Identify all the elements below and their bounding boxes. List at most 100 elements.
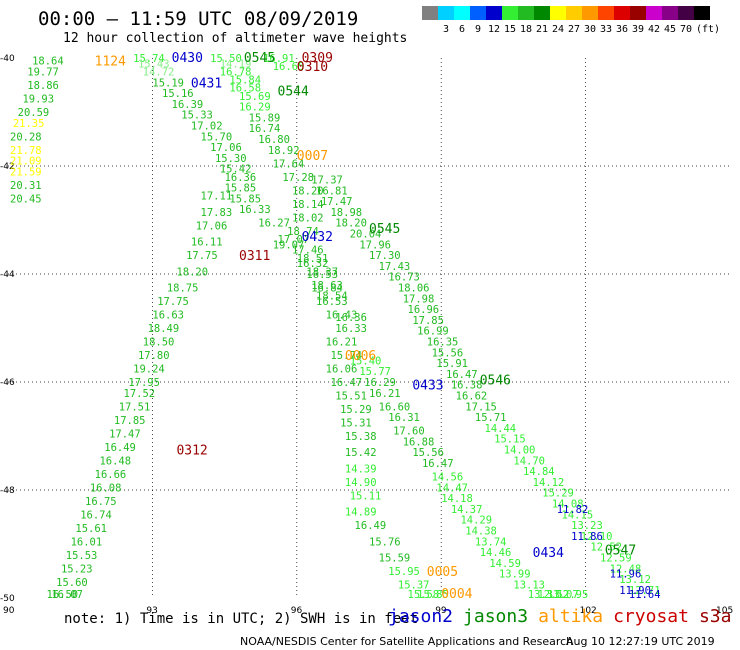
- wave-height-point: 16.43: [326, 310, 358, 322]
- colorbar-label: 42: [647, 24, 661, 35]
- wave-height-point: 15.69: [239, 91, 271, 103]
- legend-item: jason3: [463, 606, 529, 627]
- wave-height-point: 15.89: [249, 112, 281, 124]
- x-tick-label: 102: [580, 606, 597, 616]
- wave-height-point: 12.59: [600, 553, 632, 565]
- pass-label: 0430: [172, 51, 203, 66]
- wave-height-point: 15.51: [335, 391, 367, 403]
- wave-height-point: 17.75: [186, 250, 218, 262]
- wave-height-point: 20.45: [10, 193, 42, 205]
- wave-height-point: 17.64: [273, 158, 305, 170]
- wave-height-point: 16.96: [408, 304, 440, 316]
- wave-height-point: 17.37: [311, 175, 343, 187]
- colorbar-label: 30: [583, 24, 597, 35]
- wave-height-point: 18.50: [143, 337, 175, 349]
- wave-height-point: 14.15: [562, 509, 594, 521]
- wave-height-point: 16.36: [225, 172, 257, 184]
- wave-height-point: 16.47: [446, 369, 478, 381]
- pass-label: 0432: [302, 230, 333, 245]
- wave-height-point: 16.27: [258, 218, 290, 230]
- wave-height-point: 16.66: [95, 469, 127, 481]
- pass-label: 0311: [239, 249, 270, 264]
- wave-height-point: 12.52: [537, 589, 569, 601]
- colorbar-cell: [486, 6, 502, 20]
- wave-height-point: 18.14: [292, 199, 324, 211]
- wave-height-point: 16.78: [220, 67, 252, 79]
- colorbar-label: 24: [551, 24, 565, 35]
- wave-height-point: 15.37: [398, 580, 430, 592]
- wave-height-point: 13.23: [571, 520, 603, 532]
- wave-height-point: 11.96: [610, 569, 642, 581]
- wave-height-point: 15.53: [66, 550, 98, 562]
- colorbar-cell: [502, 6, 518, 20]
- wave-height-point: 17.80: [138, 350, 170, 362]
- wave-height-point: 15.31: [340, 418, 372, 430]
- wave-height-point: 13.99: [499, 569, 531, 581]
- wave-height-point: 17.51: [119, 401, 151, 413]
- wave-height-point: 14.00: [504, 445, 536, 457]
- wave-height-point: 17.75: [157, 296, 189, 308]
- wave-height-point: 14.39: [345, 463, 377, 475]
- wave-height-point: 15.74: [330, 350, 362, 362]
- wave-height-point: 11.64: [629, 589, 661, 601]
- wave-height-point: 15.61: [75, 523, 107, 535]
- wave-height-point: 18.20: [176, 266, 208, 278]
- wave-height-point: 16.29: [239, 102, 271, 114]
- wave-height-point: 17.11: [201, 191, 233, 203]
- legend-item: jason2: [388, 606, 454, 627]
- x-tick-label: 90: [3, 606, 15, 616]
- wave-height-point: 15.84: [229, 75, 261, 87]
- wave-height-point: 17.43: [379, 261, 411, 273]
- pass-label: 0007: [297, 149, 328, 164]
- pass-label: 0005: [427, 565, 458, 580]
- credit-line: NOAA/NESDIS Center for Satellite Applica…: [240, 635, 574, 648]
- wave-height-point: 14.90: [345, 477, 377, 489]
- pass-label: 0310: [297, 60, 328, 75]
- colorbar-cell: [662, 6, 678, 20]
- wave-height-point: 16.48: [99, 455, 131, 467]
- wave-height-point: 19.24: [133, 364, 165, 376]
- colorbar-cell: [422, 6, 438, 20]
- wave-height-point: 16.73: [388, 272, 420, 284]
- pass-label: 0433: [412, 379, 443, 394]
- wave-height-point: 16.06: [326, 364, 358, 376]
- wave-height-point: 16.47: [422, 458, 454, 470]
- wave-height-point: 16.49: [355, 520, 387, 532]
- wave-height-point: 16.32: [297, 258, 329, 270]
- wave-height-point: 15.85: [225, 183, 257, 195]
- wave-height-point: 13.12: [619, 574, 651, 586]
- pass-label: 0312: [176, 444, 207, 459]
- wave-height-point: 16.53: [316, 296, 348, 308]
- wave-height-point: 12.48: [610, 563, 642, 575]
- y-tick-label: -46: [0, 378, 15, 388]
- colorbar-label: 36: [615, 24, 629, 35]
- wave-height-point: 17.47: [321, 196, 353, 208]
- wave-height-point: 19.77: [27, 67, 59, 79]
- wave-height-point: 16.08: [90, 482, 122, 494]
- pass-label: 1124: [95, 55, 126, 70]
- wave-height-point: 21.09: [10, 156, 42, 168]
- colorbar-label: 9: [474, 24, 482, 35]
- wave-height-point: 15.71: [475, 412, 507, 424]
- wave-height-point: 16.53: [306, 269, 338, 281]
- wave-height-point: 17.46: [292, 245, 324, 257]
- wave-height-point: 14.47: [436, 482, 468, 494]
- wave-height-point: 12.95: [557, 589, 589, 601]
- wave-height-point: 16.49: [104, 442, 136, 454]
- wave-height-point: 17.06: [196, 220, 228, 232]
- chart-subtitle: 12 hour collection of altimeter wave hei…: [63, 31, 408, 46]
- generation-timestamp: Aug 10 12:27:19 UTC 2019: [566, 635, 715, 648]
- colorbar-label: 70: [679, 24, 693, 35]
- wave-height-point: 18.20: [335, 218, 367, 230]
- wave-height-point: 11.90: [619, 585, 651, 597]
- wave-height-point: 15.15: [494, 434, 526, 446]
- wave-height-point: 14.12: [533, 477, 565, 489]
- legend-item: s3a: [698, 606, 732, 627]
- axis-ticks: 90 93 96 99 102 105 -40 -42 -44 -46 -48 -50: [0, 54, 733, 616]
- wave-height-point: 18.20: [292, 185, 324, 197]
- wave-height-point: 16.07: [51, 589, 83, 601]
- wave-height-point: 16.80: [258, 134, 290, 146]
- wave-height-point: 17.07: [278, 234, 310, 246]
- wave-height-point: 14.44: [485, 423, 517, 435]
